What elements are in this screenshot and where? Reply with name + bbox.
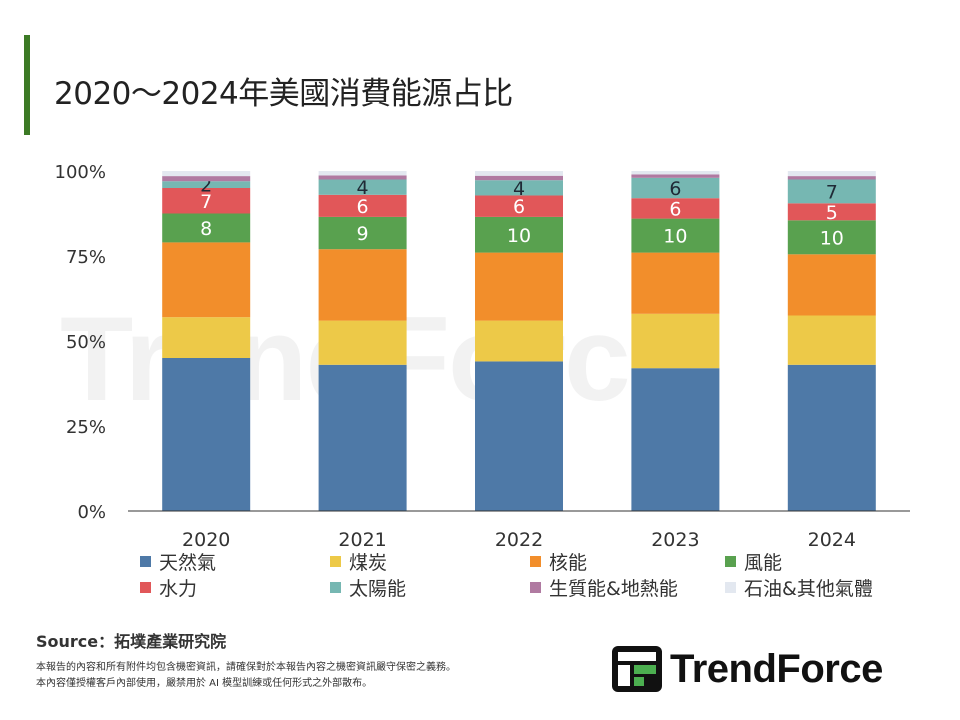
bar-segment (318, 216, 407, 250)
data-label: 10 (663, 226, 687, 248)
bar-segment (787, 203, 876, 221)
bar-segment (318, 175, 407, 180)
bar-segment (631, 171, 720, 175)
bar-segment (631, 174, 720, 178)
y-tick-label: 50% (66, 332, 106, 353)
bar-segment (631, 252, 720, 314)
bar-segment (787, 315, 876, 365)
bar-segment (318, 171, 407, 176)
legend-swatch (330, 556, 341, 567)
legend-item: 生質能&地熱能 (530, 574, 678, 601)
bar-segment (787, 171, 876, 177)
bar-segment (162, 358, 251, 511)
legend-swatch (725, 556, 736, 567)
x-tick-label: 2024 (808, 529, 856, 551)
bar-segment (162, 176, 251, 182)
data-label: 7 (826, 181, 838, 203)
legend-swatch (530, 582, 541, 593)
bar-segment (631, 198, 720, 219)
chart-title: 2020～2024年美國消費能源占比 (54, 76, 513, 112)
bar-segment (475, 180, 563, 196)
data-label: 9 (357, 223, 369, 245)
data-label: 10 (507, 225, 531, 247)
bar-segment (162, 213, 251, 243)
disclaimer-line-1: 本報告的內容和所有附件均包含機密資訊，請確保對於本報告內容之機密資訊嚴守保密之義… (36, 662, 456, 673)
bar-segment (162, 181, 251, 188)
legend-item: 核能 (530, 548, 587, 575)
legend-swatch (530, 556, 541, 567)
legend-label: 太陽能 (349, 578, 407, 600)
bar-segment (631, 177, 720, 199)
disclaimer-line-2: 本內容僅授權客戶內部使用，嚴禁用於 AI 模型訓練或任何形式之外部散布。 (36, 678, 373, 689)
bar-segment (787, 179, 876, 204)
y-tick-label: 100% (55, 162, 106, 183)
bar-segment (162, 171, 251, 177)
trendforce-logo: TrendForce (612, 646, 883, 692)
legend-swatch (140, 582, 151, 593)
legend-item: 石油&其他氣體 (725, 574, 873, 601)
logo-text: TrendForce (670, 646, 883, 691)
bar-segment (162, 242, 251, 318)
data-label: 7 (200, 191, 212, 213)
bar-segment (475, 175, 563, 181)
legend-item: 風能 (725, 548, 782, 575)
legend-label: 風能 (744, 552, 783, 574)
x-tick-label: 2023 (651, 529, 699, 551)
bar-segment (475, 361, 563, 511)
bar-segment (318, 249, 407, 321)
legend-item: 太陽能 (330, 574, 406, 601)
bar-segment (787, 220, 876, 255)
legend-label: 水力 (159, 578, 198, 600)
legend-item: 水力 (140, 574, 197, 601)
x-tick-label: 2020 (182, 529, 230, 551)
source-note: Source：拓墣產業研究院 (36, 632, 227, 651)
y-tick-label: 25% (66, 417, 106, 438)
x-tick-label: 2021 (338, 529, 386, 551)
bar-segment (631, 218, 720, 253)
bar-segment (787, 364, 876, 511)
legend-label: 核能 (549, 552, 588, 574)
bar-segment (475, 320, 563, 362)
data-label: 6 (669, 178, 681, 200)
legend-label: 石油&其他氣體 (744, 578, 873, 600)
bar-segment (162, 188, 251, 214)
bar-segment (318, 179, 407, 195)
bar-segment (475, 195, 563, 217)
bar-segment (318, 320, 407, 365)
bar-segment (475, 252, 563, 321)
data-label: 8 (200, 218, 212, 240)
legend-swatch (140, 556, 151, 567)
bar-segment (631, 313, 720, 369)
legend-label: 天然氣 (159, 552, 217, 574)
legend-item: 天然氣 (140, 548, 216, 575)
legend-swatch (725, 582, 736, 593)
data-label: 6 (513, 196, 525, 218)
bar-segment (318, 194, 407, 217)
bar-segment (318, 364, 407, 511)
data-label: 4 (513, 178, 525, 200)
data-label: 10 (820, 227, 844, 249)
y-tick-label: 75% (66, 247, 106, 268)
data-label: 5 (826, 202, 838, 224)
bar-segment (162, 317, 251, 358)
y-tick-label: 0% (77, 502, 106, 523)
legend-swatch (330, 582, 341, 593)
bar-segment (631, 368, 720, 511)
data-label: 4 (357, 177, 369, 199)
x-tick-label: 2022 (495, 529, 543, 551)
bar-segment (475, 171, 563, 176)
bar-segment (787, 254, 876, 316)
bar-segment (475, 216, 563, 253)
data-label: 6 (669, 198, 681, 220)
data-label: 6 (357, 196, 369, 218)
legend-label: 生質能&地熱能 (549, 578, 678, 600)
legend-item: 煤炭 (330, 548, 387, 575)
title-accent-bar (24, 35, 30, 135)
logo-mark-icon (612, 646, 662, 692)
bar-segment (787, 176, 876, 180)
legend-label: 煤炭 (349, 552, 388, 574)
